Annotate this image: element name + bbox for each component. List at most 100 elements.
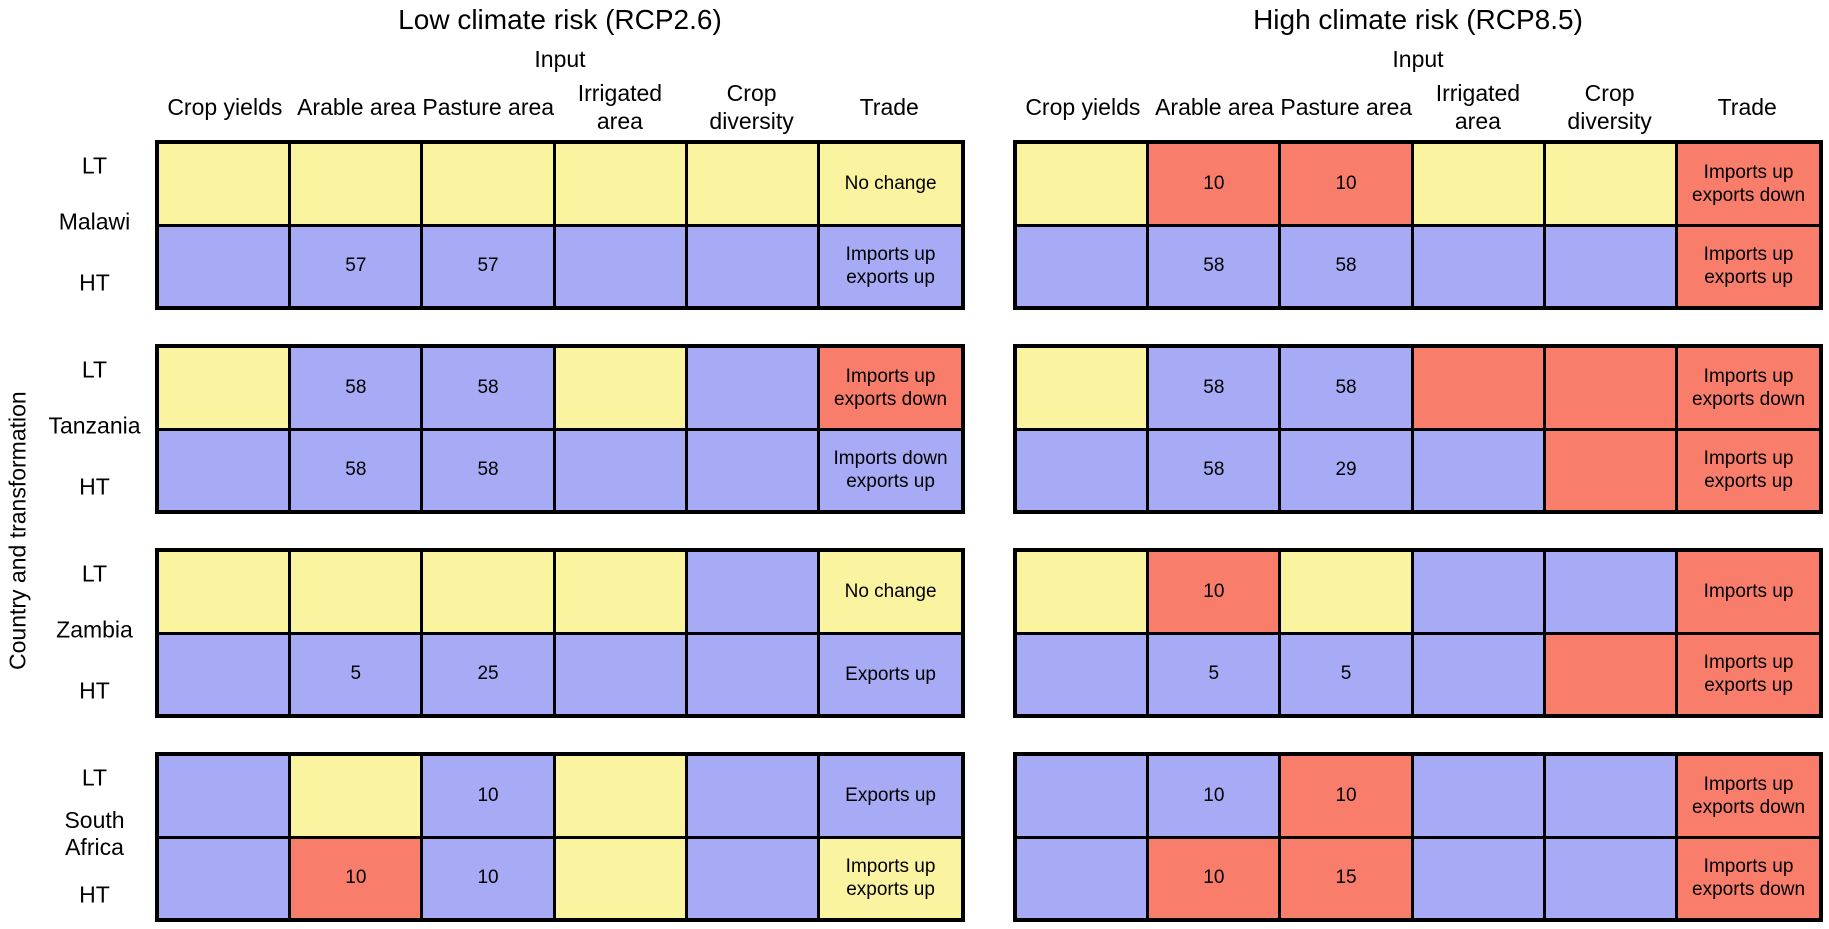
matrix-cell: 15 xyxy=(1281,838,1411,918)
matrix-cell xyxy=(159,552,289,632)
matrix-cell xyxy=(1413,430,1543,510)
matrix-cell xyxy=(555,552,685,632)
panel-title: High climate risk (RCP8.5) xyxy=(1253,4,1583,35)
matrix-cell: 10 xyxy=(423,756,553,836)
trade-text: Imports up exports up xyxy=(845,856,936,901)
matrix-cell xyxy=(1545,634,1676,714)
matrix-cell xyxy=(1545,144,1676,224)
matrix-cell xyxy=(1017,634,1147,714)
matrix-cell xyxy=(687,430,818,510)
matrix-cell xyxy=(423,144,553,224)
input-axis-label: Input xyxy=(1392,46,1444,72)
country-label-malawi: Malawi xyxy=(58,208,131,235)
trade-text: Exports up xyxy=(845,785,936,807)
matrix-cell: 58 xyxy=(1149,348,1279,428)
matrix-cell: 58 xyxy=(1281,348,1411,428)
trade-text: Imports up exports up xyxy=(1703,448,1794,493)
matrix-cell xyxy=(1545,756,1676,836)
matrix-cell: 10 xyxy=(291,838,421,918)
matrix-cell xyxy=(1017,348,1147,428)
trade-cell: Exports up xyxy=(820,634,961,714)
matrix-block-zambia: No change 5 25 Exports up xyxy=(155,548,965,718)
country-blocks: 10 10 Imports up exports down 58 58 Imports u… xyxy=(1013,140,1823,922)
column-headers: Crop yields Arable area Pasture area Irriga… xyxy=(1013,73,1823,140)
matrix-cell: 25 xyxy=(423,634,553,714)
cell-value: 5 xyxy=(1208,663,1220,685)
cell-value: 10 xyxy=(1203,172,1225,194)
trade-cell: Imports up exports up xyxy=(1678,430,1819,510)
transformation-label-lt: LT xyxy=(81,152,108,178)
matrix-cell xyxy=(1281,552,1411,632)
trade-cell: Imports up exports down xyxy=(1678,348,1819,428)
matrix-cell xyxy=(555,756,685,836)
trade-text: Imports up exports up xyxy=(1703,244,1794,289)
trade-cell: Imports up exports down xyxy=(1678,756,1819,836)
trade-text: Imports up exports down xyxy=(1692,856,1806,901)
matrix-cell xyxy=(1413,348,1543,428)
cell-value: 10 xyxy=(477,784,499,806)
matrix-cell xyxy=(291,756,421,836)
y-axis-label: Country and transformation xyxy=(4,391,31,671)
matrix-cell xyxy=(687,348,818,428)
panel-header: Low climate risk (RCP2.6) Input Crop yield… xyxy=(155,0,965,140)
matrix-cell xyxy=(1413,634,1543,714)
row-label-block-malawi: LT Malawi HT xyxy=(34,140,155,310)
cell-value: 10 xyxy=(477,867,499,889)
row-label-block-zambia: LT Zambia HT xyxy=(34,548,155,718)
column-header-crop-yields: Crop yields xyxy=(1025,93,1141,120)
matrix-cell: 58 xyxy=(1149,430,1279,510)
cell-value: 58 xyxy=(345,376,367,398)
country-label-south-africa: South Africa xyxy=(64,807,125,861)
cell-value: 58 xyxy=(477,376,499,398)
matrix-cell xyxy=(1413,552,1543,632)
matrix-cell: 10 xyxy=(423,838,553,918)
column-header-pasture-area: Pasture area xyxy=(1280,93,1413,120)
cell-value: 58 xyxy=(1203,459,1225,481)
column-header-irrigated-area: Irrigated area xyxy=(1435,79,1521,134)
matrix-cell: 10 xyxy=(1149,144,1279,224)
trade-text: Imports up exports down xyxy=(1692,161,1806,206)
trade-cell: Imports up xyxy=(1678,552,1819,632)
matrix-block-south-africa: 10 10 Imports up exports down 10 15 Imports u… xyxy=(1013,752,1823,922)
trade-cell: Imports up exports up xyxy=(1678,226,1819,306)
transformation-label-lt: LT xyxy=(81,356,108,382)
cell-value: 57 xyxy=(345,255,367,277)
trade-cell: Imports up exports up xyxy=(1678,634,1819,714)
cell-value: 58 xyxy=(477,459,499,481)
column-header-crop-diversity: Crop diversity xyxy=(709,79,794,134)
matrix-cell xyxy=(555,634,685,714)
matrix-cell xyxy=(555,838,685,918)
matrix-cell: 58 xyxy=(291,430,421,510)
trade-cell: Imports up exports down xyxy=(820,348,961,428)
trade-cell: Imports up exports down xyxy=(1678,144,1819,224)
trade-cell: Imports down exports up xyxy=(820,430,961,510)
matrix-cell xyxy=(291,552,421,632)
matrix-cell: 58 xyxy=(423,430,553,510)
column-header-arable-area: Arable area xyxy=(297,93,416,120)
matrix-cell xyxy=(555,144,685,224)
matrix-cell: 5 xyxy=(1149,634,1279,714)
trade-text: No change xyxy=(844,581,937,603)
matrix-cell xyxy=(1017,144,1147,224)
matrix-cell: 29 xyxy=(1281,430,1411,510)
trade-text: Imports up exports down xyxy=(1692,365,1806,410)
transformation-label-ht: HT xyxy=(79,677,110,704)
panel-gap xyxy=(965,0,1013,922)
matrix-cell xyxy=(687,226,818,306)
cell-value: 15 xyxy=(1335,867,1357,889)
trade-text: Imports up exports down xyxy=(834,365,948,410)
transformation-label-lt: LT xyxy=(81,560,108,586)
matrix-cell xyxy=(687,838,818,918)
matrix-cell xyxy=(1545,348,1676,428)
transformation-label-ht: HT xyxy=(79,473,110,500)
matrix-cell xyxy=(687,144,818,224)
matrix-cell xyxy=(291,144,421,224)
header-spacer xyxy=(34,0,155,140)
matrix-cell: 10 xyxy=(1281,756,1411,836)
matrix-cell xyxy=(1017,430,1147,510)
cell-value: 10 xyxy=(1203,580,1225,602)
panel-low-climate-risk: Low climate risk (RCP2.6) Input Crop yield… xyxy=(155,0,965,922)
trade-text: Imports up exports down xyxy=(1692,773,1806,818)
matrix-cell: 58 xyxy=(1281,226,1411,306)
matrix-cell: 10 xyxy=(1281,144,1411,224)
